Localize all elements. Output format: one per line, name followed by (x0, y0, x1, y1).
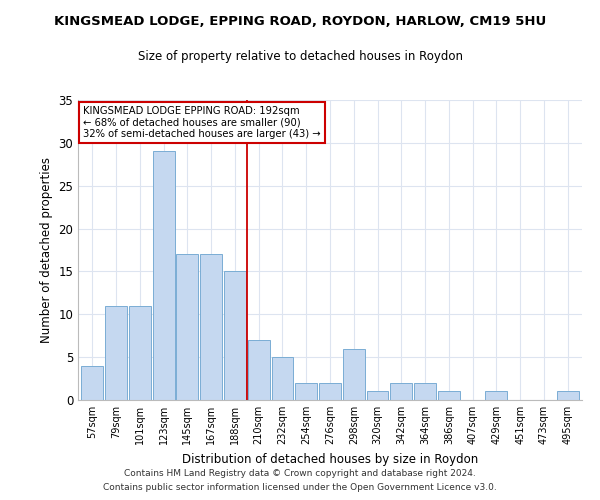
Bar (200, 254, 222, 400)
Bar (224, 272, 246, 400)
Bar (295, 383, 317, 400)
Bar (557, 392, 578, 400)
Bar (129, 306, 151, 400)
Bar (248, 340, 269, 400)
Bar (105, 306, 127, 400)
Bar (414, 383, 436, 400)
Bar (176, 254, 198, 400)
X-axis label: Distribution of detached houses by size in Roydon: Distribution of detached houses by size … (182, 452, 478, 466)
Bar (485, 392, 508, 400)
Bar (152, 152, 175, 400)
Bar (82, 366, 103, 400)
Bar (438, 392, 460, 400)
Bar (367, 392, 388, 400)
Bar (391, 383, 412, 400)
Text: Contains public sector information licensed under the Open Government Licence v3: Contains public sector information licen… (103, 484, 497, 492)
Bar (272, 357, 293, 400)
Text: KINGSMEAD LODGE EPPING ROAD: 192sqm
← 68% of detached houses are smaller (90)
32: KINGSMEAD LODGE EPPING ROAD: 192sqm ← 68… (83, 106, 320, 139)
Bar (319, 383, 341, 400)
Bar (343, 348, 365, 400)
Text: Size of property relative to detached houses in Roydon: Size of property relative to detached ho… (137, 50, 463, 63)
Y-axis label: Number of detached properties: Number of detached properties (40, 157, 53, 343)
Text: KINGSMEAD LODGE, EPPING ROAD, ROYDON, HARLOW, CM19 5HU: KINGSMEAD LODGE, EPPING ROAD, ROYDON, HA… (54, 15, 546, 28)
Text: Contains HM Land Registry data © Crown copyright and database right 2024.: Contains HM Land Registry data © Crown c… (124, 468, 476, 477)
